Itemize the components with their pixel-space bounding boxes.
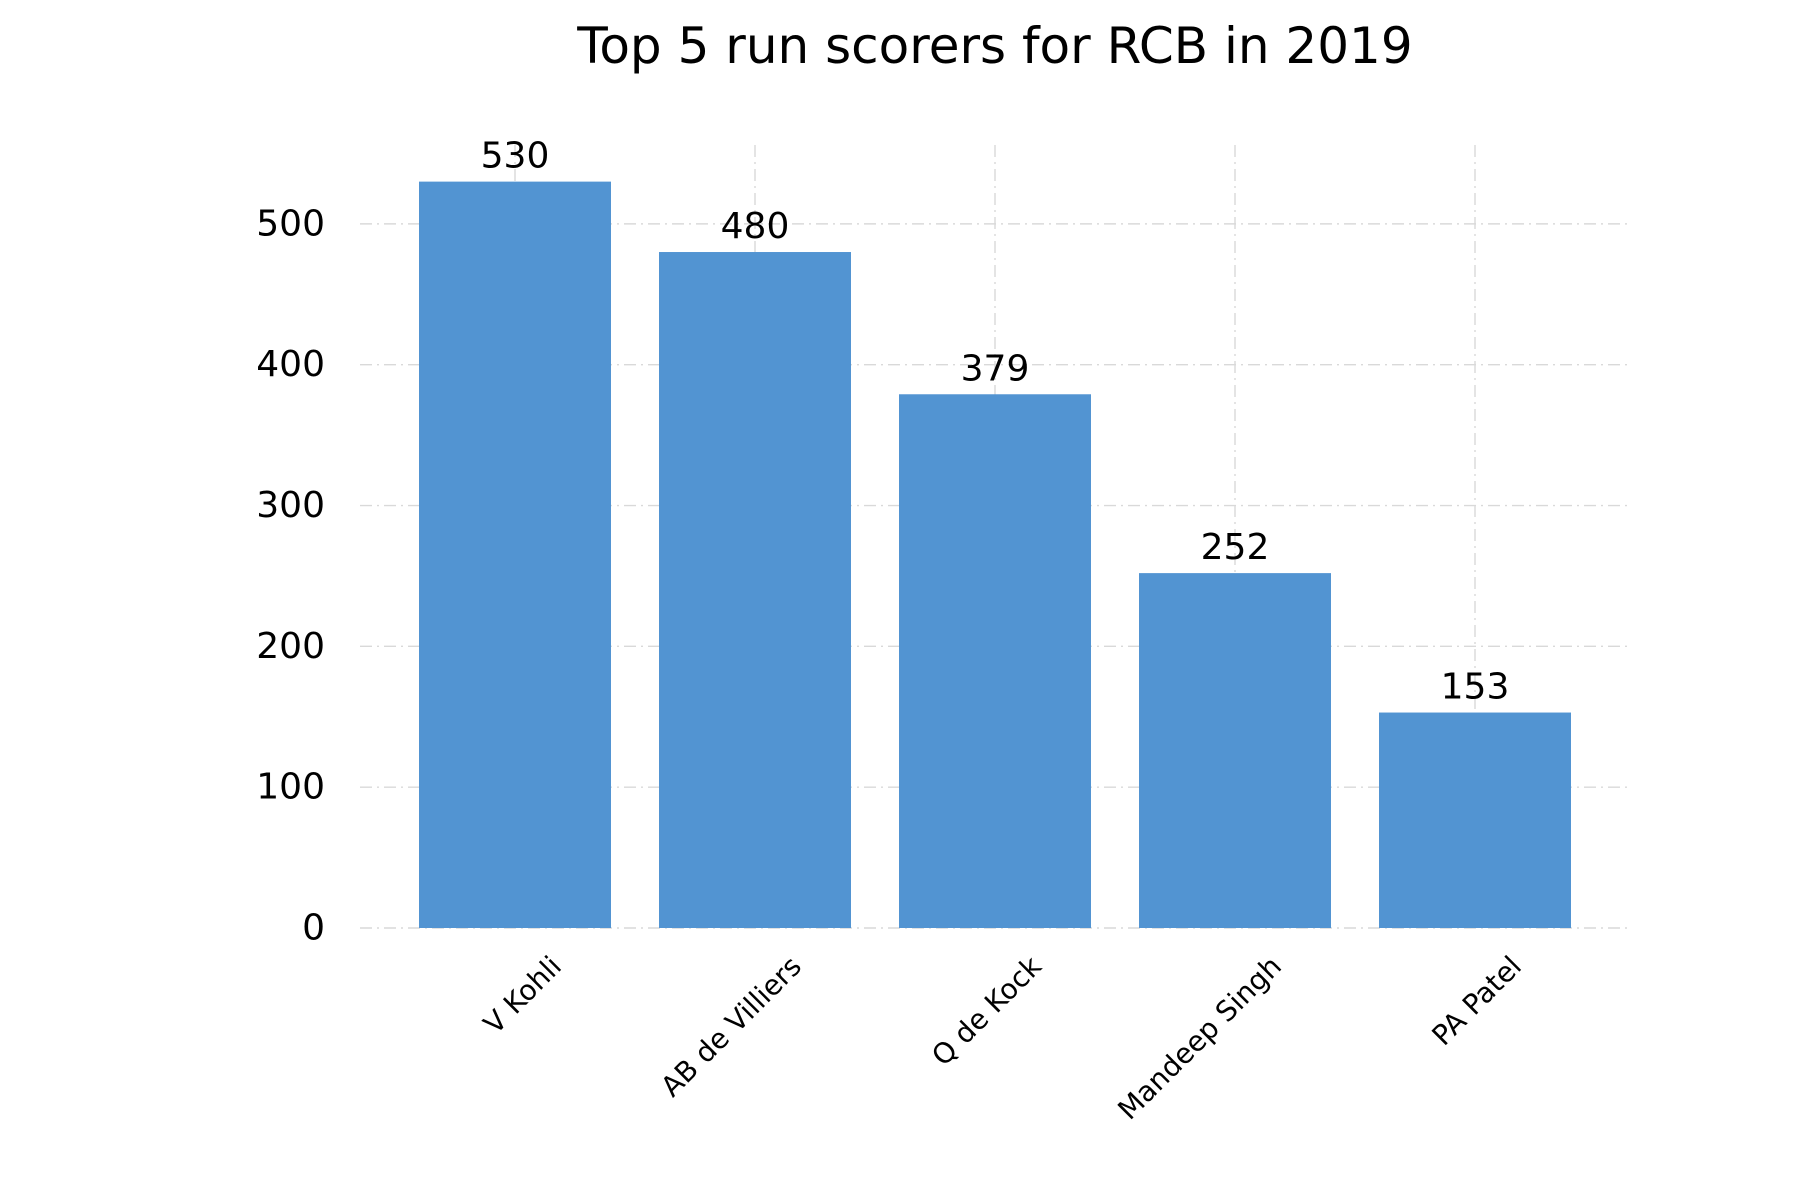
y-tick-label: 500 — [256, 203, 325, 244]
y-tick-label: 200 — [256, 626, 325, 667]
chart-title: Top 5 run scorers for RCB in 2019 — [576, 17, 1412, 75]
x-tick-label: AB de Villiers — [654, 950, 808, 1104]
bar-value-label: 153 — [1441, 667, 1510, 708]
x-tick-label: Mandeep Singh — [1111, 950, 1288, 1127]
y-tick-label: 100 — [256, 767, 325, 808]
bar — [1379, 712, 1571, 928]
x-axis-ticks: V Kohli AB de Villiers Q de Kock Mandeep Si… — [477, 949, 1528, 1126]
y-axis-ticks: 0 100 200 300 400 500 — [256, 203, 325, 948]
bar-value-label: 379 — [961, 348, 1030, 389]
bar — [419, 181, 611, 928]
bar — [1139, 573, 1331, 928]
x-tick-label: PA Patel — [1425, 950, 1527, 1052]
y-tick-label: 0 — [302, 908, 325, 949]
data-labels: 530 480 379 252 153 — [481, 136, 1510, 708]
bar — [659, 252, 851, 928]
bar-value-label: 252 — [1201, 527, 1270, 568]
bar-value-label: 530 — [481, 136, 550, 177]
bar-value-label: 480 — [721, 206, 790, 247]
y-tick-label: 300 — [256, 485, 325, 526]
y-tick-label: 400 — [256, 344, 325, 385]
x-tick-label: Q de Kock — [925, 949, 1048, 1072]
bars — [419, 181, 1571, 928]
bar — [899, 394, 1091, 928]
x-tick-label: V Kohli — [477, 950, 568, 1041]
